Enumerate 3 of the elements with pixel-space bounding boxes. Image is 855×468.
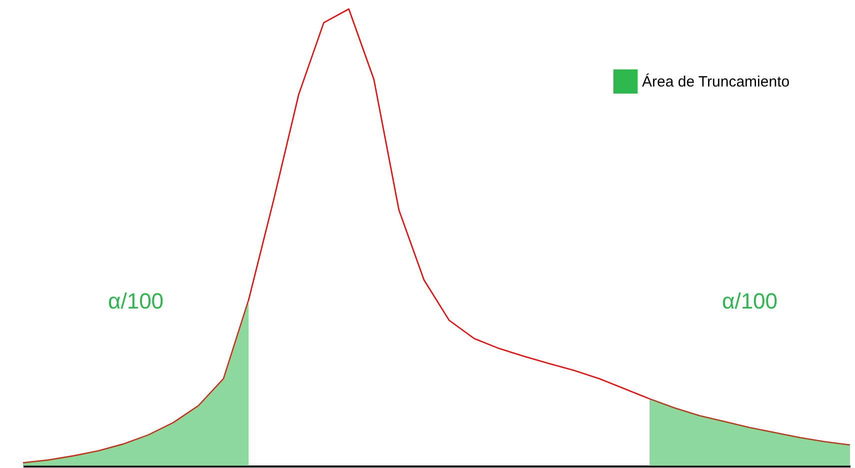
annotation: α/100: [108, 288, 164, 314]
annotation: α/100: [722, 288, 778, 314]
legend-label: Área de Truncamiento: [642, 72, 790, 90]
